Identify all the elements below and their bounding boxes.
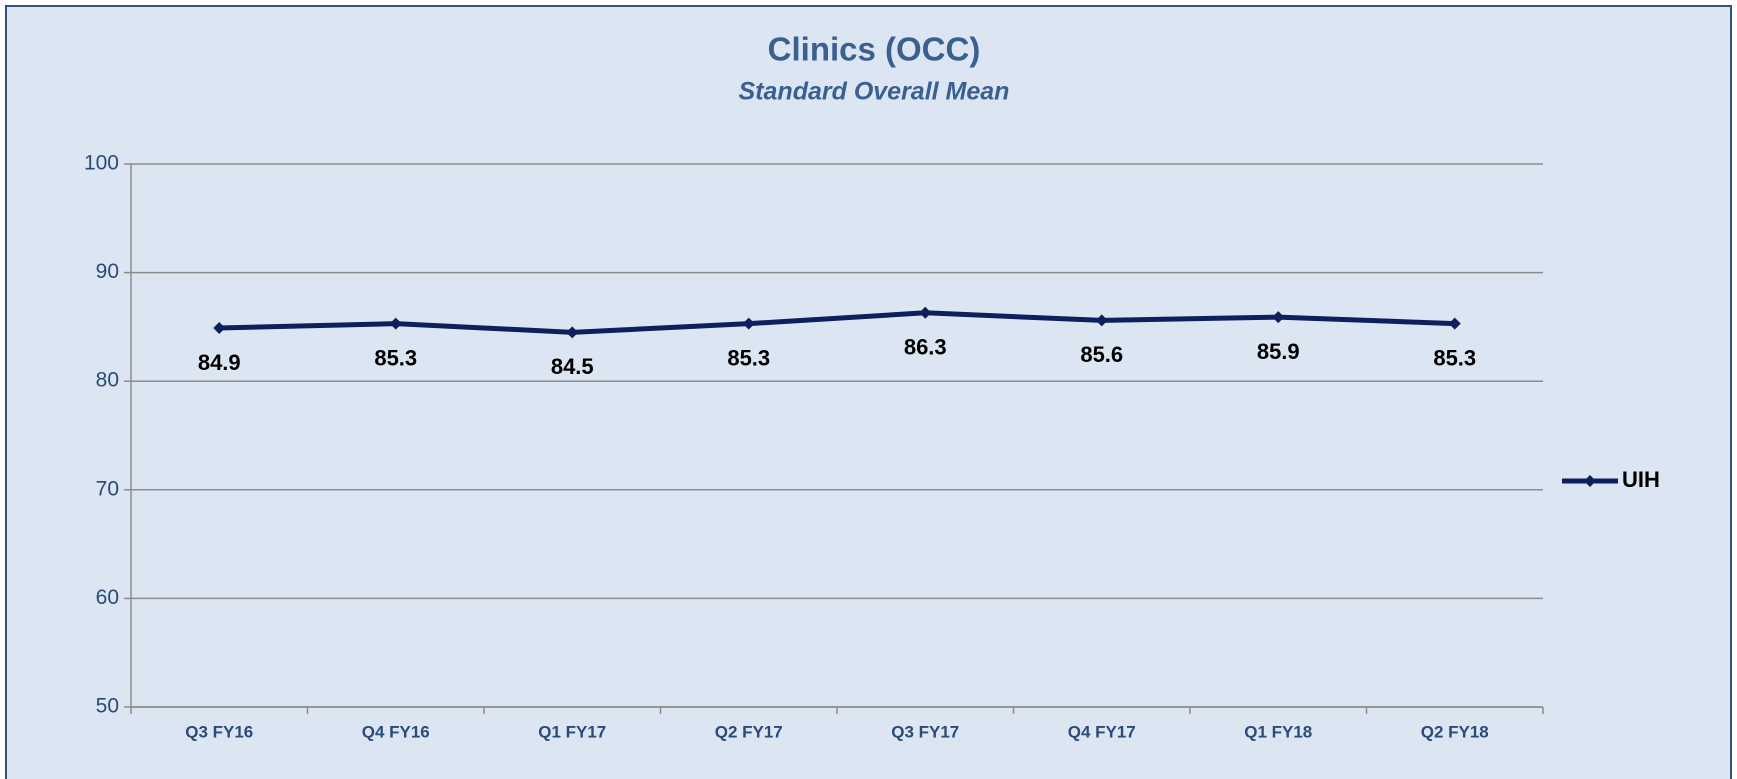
chart-title: Clinics (OCC): [768, 31, 981, 68]
y-tick-label: 80: [96, 369, 119, 392]
data-point: [389, 317, 402, 330]
data-point: [1448, 317, 1461, 330]
data-label: 86.3: [904, 335, 947, 360]
y-tick-label: 60: [96, 586, 119, 609]
x-tick-label: Q3 FY16: [185, 722, 253, 741]
legend-marker: [1584, 475, 1596, 487]
data-label: 85.3: [727, 345, 770, 370]
chart-background: [5, 5, 1732, 779]
x-tick-label: Q3 FY17: [891, 722, 959, 741]
data-point: [742, 317, 755, 330]
legend-label: UIH: [1622, 467, 1660, 492]
x-tick-label: Q2 FY18: [1421, 722, 1489, 741]
data-point: [919, 306, 932, 319]
series-line: [219, 310, 1455, 335]
data-label: 85.3: [374, 345, 417, 370]
data-label: 85.3: [1433, 345, 1476, 370]
x-tick-label: Q2 FY17: [715, 722, 783, 741]
x-tick-label: Q4 FY17: [1068, 722, 1136, 741]
x-tick-label: Q4 FY16: [362, 722, 430, 741]
data-label: 85.6: [1080, 342, 1123, 367]
data-point: [1095, 314, 1108, 327]
data-label: 85.9: [1257, 339, 1300, 364]
data-point: [213, 321, 226, 334]
data-point: [566, 326, 579, 339]
data-label: 84.5: [551, 354, 594, 379]
data-label: 84.9: [198, 350, 241, 375]
y-tick-label: 100: [84, 152, 119, 175]
chart-subtitle: Standard Overall Mean: [739, 78, 1010, 106]
data-point: [1272, 311, 1285, 324]
x-tick-label: Q1 FY17: [538, 722, 606, 741]
y-tick-label: 70: [96, 477, 119, 500]
x-tick-label: Q1 FY18: [1244, 722, 1312, 741]
y-tick-label: 50: [96, 695, 119, 718]
y-tick-label: 90: [96, 260, 119, 283]
